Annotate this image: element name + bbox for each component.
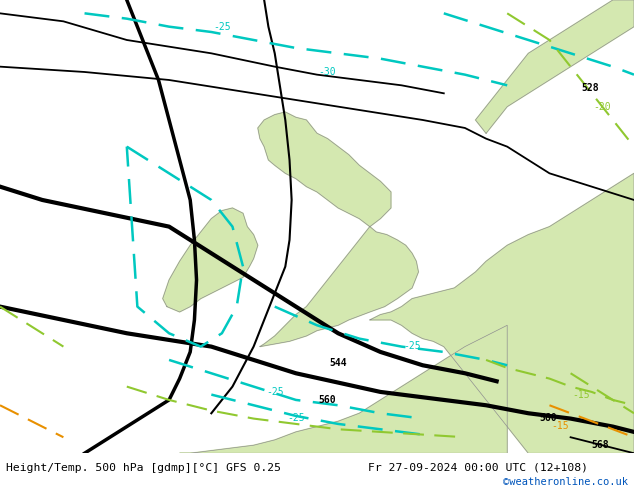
Polygon shape	[370, 173, 634, 453]
Text: 528: 528	[581, 83, 598, 93]
Text: -15: -15	[573, 390, 590, 399]
Text: -25: -25	[287, 413, 305, 423]
Text: -25: -25	[266, 387, 283, 396]
Polygon shape	[163, 208, 258, 312]
Polygon shape	[179, 325, 507, 453]
Text: 544: 544	[329, 358, 347, 368]
Text: -25: -25	[213, 22, 231, 32]
Text: -20: -20	[593, 101, 611, 112]
Text: 560: 560	[539, 413, 557, 423]
Polygon shape	[258, 112, 418, 346]
Text: -25: -25	[403, 341, 421, 351]
Text: -30: -30	[319, 67, 337, 77]
Text: 568: 568	[592, 440, 609, 450]
Text: 560: 560	[319, 395, 337, 405]
Text: ©weatheronline.co.uk: ©weatheronline.co.uk	[503, 477, 628, 487]
Text: Height/Temp. 500 hPa [gdmp][°C] GFS 0.25: Height/Temp. 500 hPa [gdmp][°C] GFS 0.25	[6, 463, 281, 473]
Text: Fr 27-09-2024 00:00 UTC (12+108): Fr 27-09-2024 00:00 UTC (12+108)	[368, 463, 588, 473]
Polygon shape	[476, 0, 634, 133]
Text: -15: -15	[551, 421, 569, 431]
